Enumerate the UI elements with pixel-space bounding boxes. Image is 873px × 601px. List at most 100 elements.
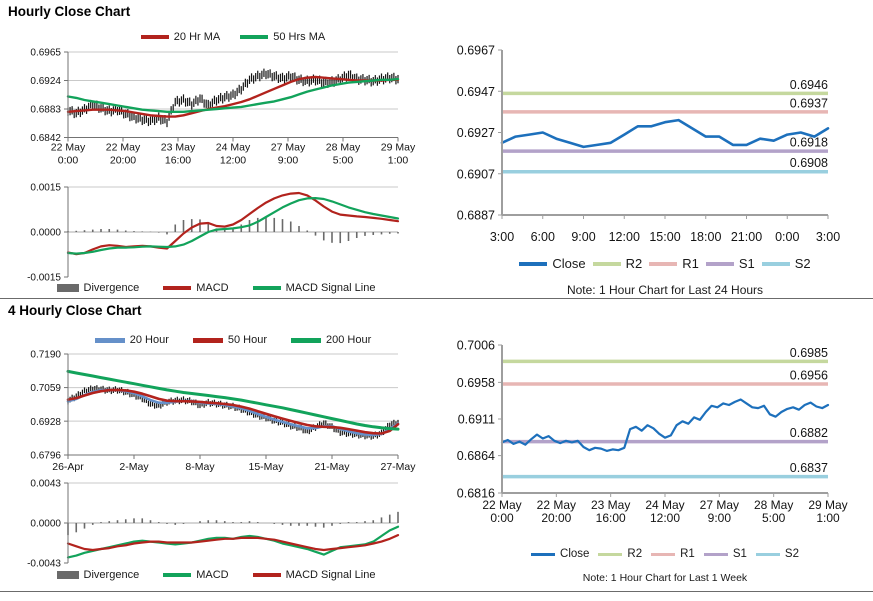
y-tick-label: 0.6883	[30, 105, 61, 116]
legend-item-20-hr-ma: 20 Hr MA	[140, 31, 220, 43]
legend-label-macd: MACD	[196, 569, 229, 581]
x-tick-label: 24 May	[645, 498, 684, 512]
x-tick-label: 9:00	[278, 155, 299, 167]
series-macd-line	[66, 191, 400, 256]
series-close-line	[500, 118, 830, 149]
legend-label-divergence: Divergence	[83, 569, 140, 581]
y-tick-label: 0.7059	[30, 383, 61, 394]
x-tick-label: 23 May	[161, 142, 196, 154]
legend-item-200-hour: 200 Hour	[291, 334, 371, 346]
legend-label-close: Close	[552, 256, 586, 271]
y-tick-label: 0.6816	[457, 487, 495, 501]
legend-label-r1: R1	[680, 548, 695, 560]
legend-swatch-divergence	[56, 571, 79, 579]
x-tick-label: 12:00	[220, 155, 246, 167]
legend-label-s2: S2	[794, 256, 811, 271]
legend-swatch-macd-signal-line	[252, 286, 281, 290]
ref-label-s2: 0.6837	[790, 461, 828, 475]
x-tick-label: 9:00	[571, 230, 595, 244]
ref-label-s1: 0.6918	[790, 136, 828, 150]
series-macd-line	[66, 525, 400, 559]
x-tick-label: 15-May	[248, 461, 284, 473]
legend-swatch-s1	[703, 552, 728, 556]
legend-item-r2: R2	[598, 548, 642, 560]
legend-item-macd: MACD	[163, 282, 229, 294]
y-tick-label: 0.6907	[457, 167, 495, 181]
y-tick-label: 0.6947	[457, 85, 495, 99]
y-tick-label: 0.0043	[30, 479, 61, 490]
4hourly-ma-legend: 20 Hour 50 Hour 200 Hour	[68, 334, 398, 346]
series-50-hrs-ma-line	[66, 77, 400, 114]
legend-swatch-macd	[163, 286, 192, 290]
ref-label-s2: 0.6908	[790, 156, 828, 170]
y-tick-label: -0.0015	[27, 273, 61, 282]
series-macd-signal-line-line	[66, 197, 400, 255]
x-tick-label: 26-Apr	[52, 461, 84, 473]
legend-label-r2: R2	[625, 256, 643, 271]
ref-label-r2: 0.6946	[790, 78, 828, 92]
y-tick-label: 0.6887	[457, 209, 495, 223]
bottom-divider	[0, 591, 873, 592]
y-tick-label: -0.0043	[27, 559, 61, 570]
legend-label-macd-signal-line: MACD Signal Line	[285, 569, 376, 581]
legend-item-r1: R1	[649, 256, 699, 271]
y-tick-label: 0.0000	[30, 228, 61, 239]
legend-item-s1: S1	[703, 548, 747, 560]
y-tick-label: 0.6928	[30, 417, 61, 428]
legend-swatch-r1	[651, 552, 676, 556]
legend-label-s1: S1	[738, 256, 755, 271]
series-200-hour-line	[66, 369, 400, 431]
x-tick-label: 28 May	[326, 142, 361, 154]
y-tick-label: 0.6911	[458, 413, 495, 427]
y-tick-label: 0.6965	[30, 48, 61, 59]
x-tick-label: 1:00	[816, 511, 840, 525]
legend-swatch-r2	[598, 552, 623, 556]
y-tick-label: 0.0015	[30, 183, 61, 194]
legend-label-r2: R2	[627, 548, 643, 560]
y-tick-label: 0.0000	[30, 519, 61, 530]
legend-swatch-r1	[649, 261, 678, 266]
legend-item-divergence: Divergence	[56, 282, 140, 294]
x-tick-label: 22 May	[106, 142, 141, 154]
x-tick-label: 18:00	[690, 230, 721, 244]
y-tick-label: 0.7006	[457, 339, 495, 353]
x-tick-label: 29 May	[381, 142, 416, 154]
last24-note: Note: 1 Hour Chart for Last 24 Hours	[566, 283, 764, 297]
y-tick-label: 0.7190	[30, 350, 61, 361]
x-tick-label: 15:00	[649, 230, 680, 244]
x-tick-label: 24 May	[216, 142, 251, 154]
x-tick-label: 21-May	[314, 461, 350, 473]
legend-label-r1: R1	[682, 256, 699, 271]
x-tick-label: 5:00	[333, 155, 354, 167]
x-tick-label: 27 May	[271, 142, 306, 154]
y-tick-label: 0.6958	[457, 376, 495, 390]
x-tick-label: 6:00	[531, 230, 555, 244]
legend-swatch-50-hrs-ma	[240, 35, 269, 39]
x-tick-label: 20:00	[110, 155, 136, 167]
legend-swatch-close	[519, 261, 548, 266]
legend-item-50-hrs-ma: 50 Hrs MA	[240, 31, 325, 43]
section-divider	[0, 298, 873, 299]
x-tick-label: 21:00	[731, 230, 762, 244]
x-tick-label: 3:00	[490, 230, 514, 244]
x-tick-label: 22 May	[51, 142, 86, 154]
legend-swatch-20-hour	[94, 337, 125, 343]
y-tick-label: 0.6924	[30, 76, 61, 87]
legend-swatch-close	[531, 552, 556, 556]
legend-swatch-r2	[592, 261, 621, 266]
series-50-hour-line	[66, 388, 400, 435]
legend-swatch-20-hr-ma	[140, 35, 169, 39]
legend-swatch-macd-signal-line	[252, 573, 281, 577]
y-tick-label: 0.6796	[30, 451, 61, 462]
series-macd-signal-line-line	[66, 533, 400, 552]
four-hourly-macd-chart: 0.0043 0.0000 -0.0043	[27, 479, 400, 570]
y-tick-label: 0.6967	[457, 44, 495, 58]
legend-item-close: Close	[519, 256, 586, 271]
last24-legend: Close R2 R1 S1 S2	[502, 256, 828, 271]
legend-item-50-hour: 50 Hour	[192, 334, 267, 346]
y-tick-label: 0.6842	[30, 133, 61, 144]
hourly-macd-legend: Divergence MACD MACD Signal Line	[34, 282, 398, 294]
legend-label-divergence: Divergence	[83, 282, 140, 294]
y-tick-label: 0.6864	[457, 449, 495, 463]
